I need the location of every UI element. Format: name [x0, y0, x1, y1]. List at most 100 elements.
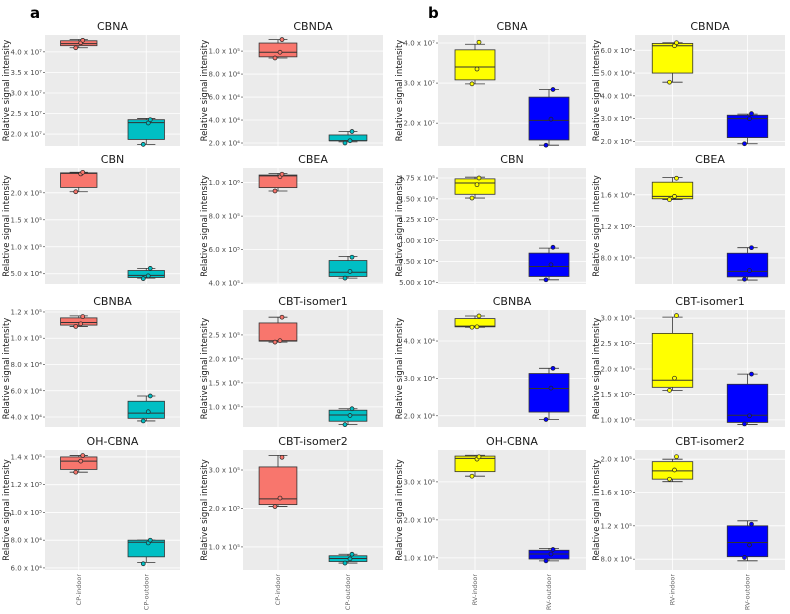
data-point	[548, 385, 554, 391]
y-tick-label: 1.6 x 10⁶	[601, 191, 633, 199]
box-rv-outdoor	[726, 525, 769, 558]
y-tick-label: 2.5 x 10⁷	[11, 110, 43, 118]
data-point	[80, 37, 86, 43]
box-cp-outdoor	[328, 260, 368, 277]
y-tick-label: 4.0 x 10⁴	[11, 414, 43, 422]
y-tick-label: 1.2 x 10⁶	[601, 223, 633, 231]
data-point	[147, 266, 153, 271]
y-axis-label: Relative signal intensity	[2, 40, 12, 142]
y-tick-label: 1.00 x 10⁵	[399, 237, 435, 245]
y-tick-label: 3.0 x 10⁵	[404, 478, 436, 486]
y-tick-label: 3.0 x 10⁵	[601, 315, 633, 323]
chart-title: CBNA	[497, 20, 528, 33]
data-point	[73, 469, 79, 475]
data-point	[474, 66, 480, 72]
chart-title: CBNDA	[690, 20, 730, 33]
y-tick-label: 1.5 x 10⁵	[11, 216, 43, 224]
y-tick-label: 8.0 x 10⁴	[11, 537, 43, 545]
data-point	[279, 171, 285, 177]
y-axis-label: Relative signal intensity	[2, 175, 12, 277]
y-tick-label: 1.2 x 10⁵	[11, 481, 43, 489]
y-tick-label: 6.0 x 10⁴	[11, 564, 43, 572]
y-tick-label: 5.0 x 10⁴	[601, 70, 633, 78]
boxplot-a-cbea: 4.0 x 10⁵ 6.0 x 10⁵ 8.0 x 10⁵ 1.0 x 10⁶ CBEA…	[200, 153, 383, 288]
chart-title: CBNBA	[93, 295, 132, 308]
box-rv-indoor	[454, 178, 496, 195]
data-point	[349, 551, 355, 557]
data-point	[672, 375, 677, 381]
y-tick-label: 2.0 x 10⁷	[404, 120, 436, 128]
data-point	[140, 561, 146, 567]
data-point	[474, 324, 480, 330]
data-point	[749, 111, 754, 116]
data-point	[667, 388, 672, 393]
y-tick-label: 1.75 x 10⁵	[399, 175, 435, 183]
data-point	[674, 454, 679, 460]
data-point	[548, 116, 554, 122]
data-point	[476, 454, 482, 460]
data-point	[80, 314, 86, 319]
data-point	[347, 269, 353, 274]
y-tick-label: 8.0 x 10⁴	[11, 361, 43, 369]
boxplot-b-cbt-isomer1: 1.0 x 10⁵ 1.5 x 10⁵ 2.0 x 10⁵ 2.5 x 10⁵ 3.0 …	[592, 295, 785, 427]
y-tick-label: 8.0 x 10⁴	[601, 556, 633, 564]
y-tick-label: 2.0 x 10⁴	[209, 140, 241, 148]
x-tick-label: RV-indoor	[669, 574, 677, 606]
x-tick-label: RV-outdoor	[744, 574, 752, 610]
y-axis-label: Relative signal intensity	[200, 175, 210, 277]
data-point	[469, 195, 475, 201]
data-point	[349, 129, 355, 134]
y-tick-label: 1.0 x 10⁵	[209, 48, 241, 56]
data-point	[667, 476, 672, 482]
data-point	[73, 45, 79, 51]
boxplot-a-cbn: 5.0 x 10⁴ 1.0 x 10⁵ 1.5 x 10⁵ 2.0 x 10⁵ CBN R…	[2, 153, 180, 284]
data-point	[749, 245, 754, 251]
data-point	[80, 169, 86, 175]
box-rv-indoor	[651, 181, 694, 200]
data-point	[272, 55, 278, 61]
data-point	[347, 556, 353, 562]
chart-title: CBT-isomer2	[278, 435, 347, 448]
data-point	[543, 558, 549, 564]
y-tick-label: 1.5 x 10⁵	[601, 391, 633, 399]
y-axis-label: Relative signal intensity	[395, 175, 405, 277]
data-point	[279, 314, 285, 320]
y-axis-label: Relative signal intensity	[200, 318, 210, 420]
y-tick-label: 3.5 x 10⁷	[11, 69, 43, 77]
data-point	[349, 406, 355, 412]
data-point	[742, 141, 747, 147]
data-point	[342, 140, 348, 146]
data-point	[277, 495, 283, 501]
chart-title: CBNDA	[293, 20, 333, 33]
data-point	[476, 313, 482, 319]
data-point	[347, 413, 353, 418]
box-cp-indoor	[258, 322, 298, 342]
chart-title: CBN	[101, 153, 124, 166]
box-rv-indoor	[454, 455, 496, 473]
y-tick-label: 1.0 x 10⁵	[11, 243, 43, 251]
chart-title: CBT-isomer1	[278, 295, 347, 308]
box-cp-outdoor	[127, 539, 165, 558]
y-tick-label: 3.0 x 10⁴	[601, 115, 633, 123]
data-point	[279, 37, 285, 42]
data-point	[749, 521, 754, 527]
boxplot-b-cbnda: 2.0 x 10⁴ 3.0 x 10⁴ 4.0 x 10⁴ 5.0 x 10⁴ 6.0 …	[592, 20, 785, 147]
y-tick-label: 2.0 x 10⁵	[601, 456, 633, 464]
y-axis-label: Relative signal intensity	[592, 175, 602, 277]
y-tick-label: 1.0 x 10⁵	[209, 403, 241, 411]
data-point	[342, 422, 348, 427]
data-point	[476, 175, 482, 181]
data-point	[674, 40, 679, 46]
chart-title: CBEA	[695, 153, 725, 166]
data-point	[476, 39, 482, 45]
y-tick-label: 4.0 x 10⁷	[11, 48, 43, 56]
data-point	[742, 555, 747, 560]
data-point	[272, 339, 278, 345]
y-tick-label: 4.0 x 10⁴	[404, 338, 436, 346]
data-point	[347, 138, 353, 144]
y-tick-label: 1.4 x 10⁵	[11, 453, 43, 461]
y-tick-label: 1.0 x 10⁵	[404, 554, 436, 562]
y-tick-label: 1.5 x 10⁵	[209, 379, 241, 387]
y-tick-label: 3.0 x 10⁷	[404, 80, 436, 88]
data-point	[742, 421, 747, 427]
